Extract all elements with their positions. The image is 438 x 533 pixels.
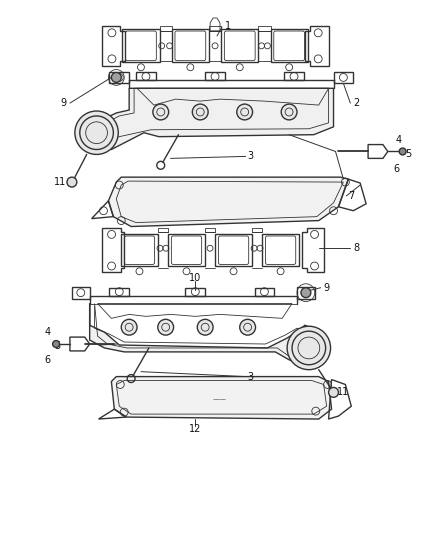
Text: 6: 6 <box>394 164 400 174</box>
Bar <box>221 29 258 62</box>
Bar <box>172 29 209 62</box>
Circle shape <box>287 326 331 370</box>
Bar <box>297 287 315 298</box>
Bar <box>333 71 353 83</box>
Circle shape <box>75 111 118 155</box>
Polygon shape <box>90 303 319 365</box>
Circle shape <box>237 104 253 120</box>
Text: 3: 3 <box>247 151 254 161</box>
Bar <box>254 288 274 296</box>
Text: 1: 1 <box>225 21 231 31</box>
Bar <box>122 29 159 62</box>
Bar <box>110 288 129 296</box>
Text: 4: 4 <box>44 327 50 337</box>
Bar <box>185 288 205 296</box>
Circle shape <box>158 319 173 335</box>
Polygon shape <box>109 177 348 227</box>
Bar <box>168 234 205 266</box>
Text: 9: 9 <box>324 282 330 293</box>
Text: 5: 5 <box>406 149 412 159</box>
Bar <box>136 72 156 80</box>
Text: 7: 7 <box>348 191 355 201</box>
Text: 9: 9 <box>60 98 66 108</box>
Text: 4: 4 <box>396 135 402 144</box>
Polygon shape <box>84 88 333 149</box>
Text: 11: 11 <box>54 177 67 187</box>
Circle shape <box>399 148 406 155</box>
Bar <box>72 287 90 298</box>
Circle shape <box>192 104 208 120</box>
Text: 8: 8 <box>353 243 360 253</box>
Text: 10: 10 <box>189 273 201 283</box>
Bar <box>271 29 308 62</box>
Bar <box>262 234 299 266</box>
Circle shape <box>240 319 255 335</box>
Text: 11: 11 <box>336 387 349 398</box>
Text: ——: —— <box>213 397 227 402</box>
Text: 5: 5 <box>54 341 60 351</box>
Bar <box>284 72 304 80</box>
Bar <box>215 234 252 266</box>
Circle shape <box>281 104 297 120</box>
Circle shape <box>67 177 77 187</box>
Text: 2: 2 <box>353 98 360 108</box>
Circle shape <box>121 319 137 335</box>
Circle shape <box>197 319 213 335</box>
Bar <box>110 71 129 83</box>
Polygon shape <box>111 377 332 419</box>
Text: 12: 12 <box>189 424 201 434</box>
Text: 6: 6 <box>44 355 50 365</box>
Text: 3: 3 <box>247 372 254 382</box>
Circle shape <box>153 104 169 120</box>
Circle shape <box>111 72 121 83</box>
Bar <box>121 234 158 266</box>
Circle shape <box>53 341 60 348</box>
Circle shape <box>301 288 311 297</box>
Circle shape <box>328 387 339 397</box>
Bar <box>205 72 225 80</box>
